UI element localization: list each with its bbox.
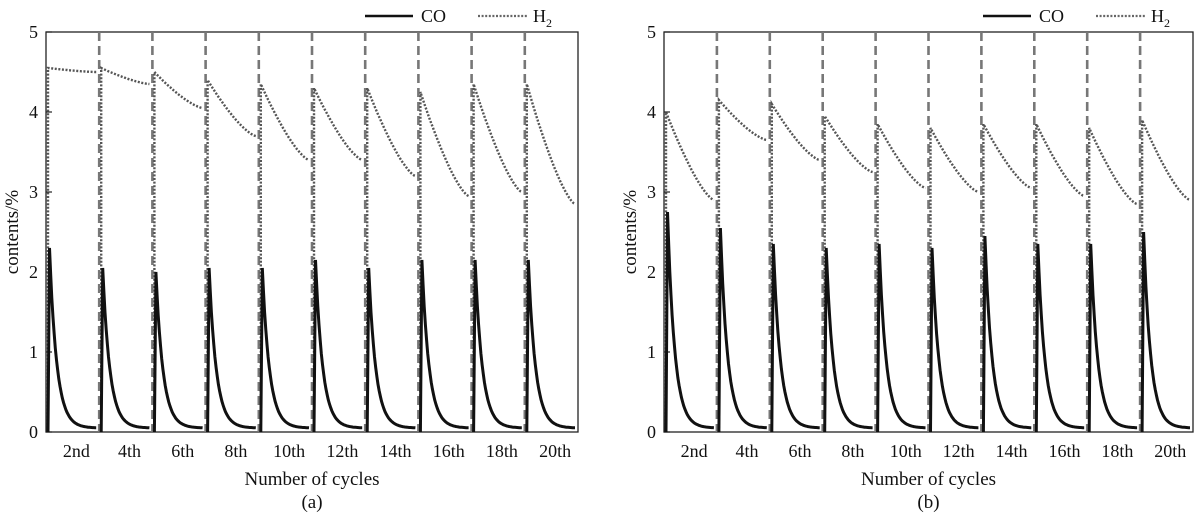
x-tick-label: 4th [118, 441, 141, 461]
legend: CO H 2 [983, 6, 1170, 30]
panel-a: 0 1 2 3 4 5 2nd 4th 6th 8th 10th 12th 14th 16th 18th 20… [2, 6, 579, 513]
x-tick-label: 18th [486, 441, 518, 461]
y-tick-label: 2 [647, 262, 656, 282]
x-axis-label: Number of cycles [244, 469, 379, 490]
co-curve [1034, 243, 1085, 433]
h2-curve [929, 127, 979, 432]
h2-curve [366, 87, 416, 432]
co-curve [929, 247, 979, 433]
x-tick-label: 18th [1101, 441, 1133, 461]
x-tick-label: 20th [539, 441, 571, 461]
h2-curve [1140, 119, 1191, 432]
x-tick-label: 8th [224, 441, 247, 461]
co-curve [823, 247, 873, 433]
panel-label: (a) [301, 492, 322, 513]
h2-curve [259, 83, 310, 432]
x-tick-label: 6th [788, 441, 811, 461]
co-curve [717, 227, 767, 433]
h2-curve [982, 123, 1032, 432]
co-curve [365, 267, 416, 433]
x-tick-label: 16th [1048, 441, 1080, 461]
co-curve [876, 243, 926, 433]
legend-co-label: CO [421, 6, 446, 26]
legend-h2-subscript: 2 [546, 16, 552, 30]
x-tick-label: 12th [943, 441, 975, 461]
h2-curve [664, 111, 715, 432]
x-tick-label: 4th [736, 441, 759, 461]
y-tick-label: 3 [29, 182, 38, 202]
legend-h2-label: H [1151, 6, 1164, 26]
co-curve [1087, 243, 1138, 433]
x-tick-label: 20th [1154, 441, 1186, 461]
h2-curve [46, 66, 97, 432]
x-tick-label: 6th [171, 441, 194, 461]
h2-curve [823, 111, 873, 432]
h2-curve [153, 68, 203, 432]
y-tick-label: 5 [647, 22, 656, 42]
co-curve [664, 211, 715, 433]
y-tick-label: 1 [647, 342, 656, 362]
y-tick-label: 0 [647, 422, 656, 442]
x-tick-label: 16th [433, 441, 465, 461]
h2-curve [717, 96, 767, 432]
legend-co-label: CO [1039, 6, 1064, 26]
x-tick-label: 10th [273, 441, 305, 461]
co-curve [206, 267, 256, 433]
legend: CO H 2 [365, 6, 552, 30]
h2-curve [525, 83, 576, 432]
legend-h2-label: H [533, 6, 546, 26]
x-axis-label: Number of cycles [861, 469, 996, 490]
co-curve [312, 259, 363, 433]
x-tick-label: 12th [326, 441, 358, 461]
co-curve [770, 243, 820, 433]
x-tick-label: 2nd [63, 441, 90, 461]
y-axis-label: contents/% [620, 190, 641, 275]
co-curve [418, 259, 469, 433]
y-axis-label: contents/% [2, 190, 23, 275]
co-curve [99, 267, 150, 433]
x-tick-label: 2nd [681, 441, 708, 461]
co-curve [46, 247, 97, 433]
y-tick-label: 1 [29, 342, 38, 362]
y-tick-label: 4 [29, 102, 38, 122]
co-curve [472, 259, 522, 433]
h2-curve [876, 123, 926, 432]
y-tick-label: 4 [647, 102, 656, 122]
co-curve [981, 235, 1032, 433]
co-curve [259, 267, 310, 433]
h2-curve [472, 83, 523, 432]
y-tick-label: 5 [29, 22, 38, 42]
x-tick-label: 14th [996, 441, 1028, 461]
h2-curve [100, 66, 150, 432]
h2-curve [419, 91, 470, 432]
h2-curve [770, 99, 820, 432]
x-tick-label: 10th [890, 441, 922, 461]
h2-curve [206, 75, 257, 432]
x-tick-label: 8th [841, 441, 864, 461]
panel-label: (b) [917, 492, 939, 513]
x-tick-label: 14th [380, 441, 412, 461]
panel-b: 0 1 2 3 4 5 2nd 4th 6th 8th 10th 12th 14th 16th 18th 20… [620, 6, 1194, 513]
h2-curve [312, 87, 363, 432]
y-tick-label: 2 [29, 262, 38, 282]
y-tick-label: 3 [647, 182, 656, 202]
co-curve [1140, 231, 1190, 433]
h2-curve [1088, 127, 1138, 432]
h2-curve [1035, 123, 1085, 432]
legend-h2-subscript: 2 [1164, 16, 1170, 30]
co-curve [152, 271, 203, 433]
co-curve [525, 259, 575, 433]
y-tick-label: 0 [29, 422, 38, 442]
